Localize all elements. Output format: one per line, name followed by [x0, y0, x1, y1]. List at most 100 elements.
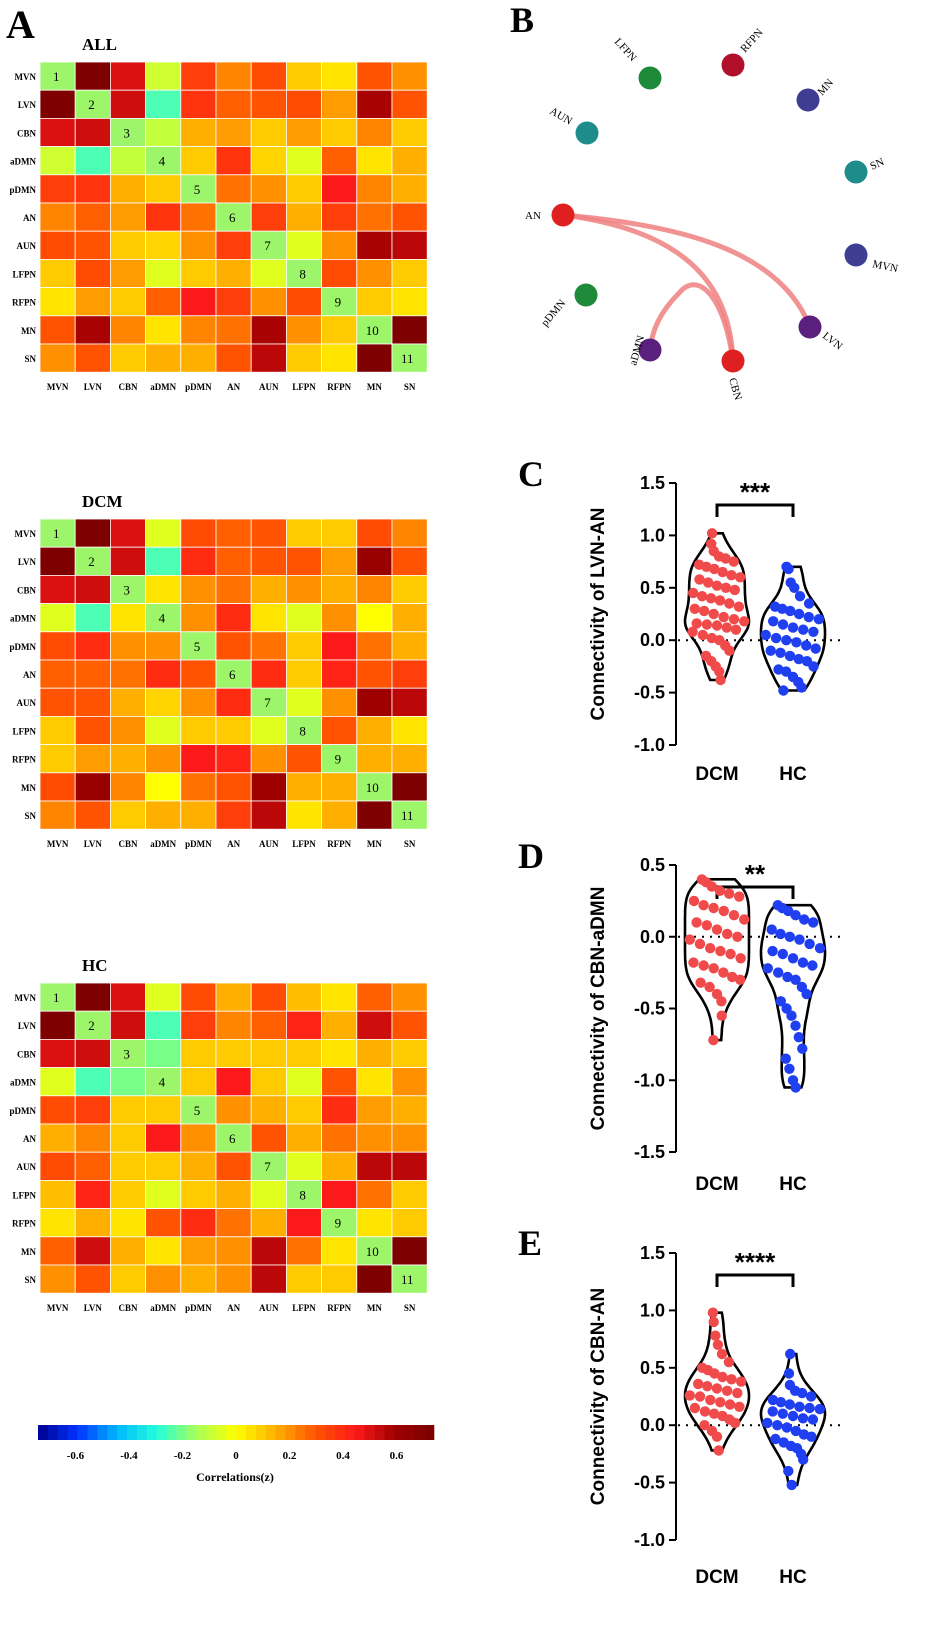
column-label: RFPN — [327, 839, 351, 849]
heatmap-cell — [321, 1067, 358, 1097]
data-point — [736, 1376, 747, 1387]
heatmap-cell — [391, 258, 428, 288]
data-point — [735, 572, 746, 583]
heatmap-cell — [74, 61, 111, 91]
heatmap-cell — [285, 546, 322, 576]
data-point — [728, 556, 739, 567]
heatmap-cell — [215, 1208, 252, 1238]
y-axis-label: Connectivity of LVN-AN — [588, 508, 609, 721]
heatmap-title: ALL — [82, 35, 117, 54]
network-node-label: AN — [525, 210, 541, 222]
heatmap-cell — [250, 659, 287, 689]
heatmap-cell — [180, 287, 217, 317]
data-point — [791, 637, 802, 648]
heatmap-cell — [321, 603, 358, 633]
data-point — [778, 685, 789, 696]
column-label: aDMN — [150, 1303, 176, 1313]
heatmap-cell — [110, 772, 147, 802]
colorbar-segment — [364, 1425, 375, 1440]
heatmap-cell — [39, 603, 76, 633]
heatmap-cell — [215, 772, 252, 802]
row-label: LVN — [18, 1021, 37, 1031]
heatmap-cell — [215, 174, 252, 204]
column-label: CBN — [118, 1303, 138, 1313]
data-point — [775, 647, 786, 658]
data-point — [783, 1368, 795, 1379]
colorbar-tick-label: 0 — [233, 1450, 239, 1462]
heatmap-cell — [356, 287, 393, 317]
x-category-label: DCM — [695, 1567, 738, 1588]
heatmap-cell — [145, 1095, 182, 1125]
data-point — [786, 1010, 797, 1021]
y-tick-label: -1.0 — [634, 735, 665, 755]
data-point — [716, 1348, 728, 1360]
row-label: CBN — [17, 585, 37, 595]
significance-stars: *** — [740, 477, 771, 507]
data-point — [794, 934, 805, 945]
heatmap-all: ALL 1 MVN MVN 2 LVN LVN 3 CBN CBN 4 aDMN aDMN 5 pDMN pD… — [10, 35, 428, 392]
heatmap-cell — [110, 575, 147, 605]
data-point — [794, 591, 806, 602]
data-point — [798, 624, 809, 635]
heatmap-cell — [145, 1180, 182, 1210]
heatmap-cell — [391, 118, 428, 148]
data-point — [810, 643, 821, 654]
heatmap-cell — [285, 174, 322, 204]
heatmap-cell — [145, 1010, 182, 1040]
data-point — [706, 881, 717, 892]
row-label: AUN — [17, 1162, 37, 1172]
heatmap-cell — [356, 518, 393, 548]
heatmap-cell — [145, 1208, 182, 1238]
data-point — [698, 900, 709, 911]
data-point — [796, 682, 807, 693]
heatmap-cell — [74, 1264, 111, 1294]
heatmap-cell — [215, 1236, 252, 1266]
network-node — [721, 349, 745, 373]
colorbar-segment — [344, 1425, 356, 1440]
heatmap-cell — [250, 631, 287, 661]
heatmap-cell — [39, 659, 76, 689]
heatmap-cell — [39, 744, 76, 774]
heatmap-cell — [391, 716, 428, 746]
diagonal-label: 9 — [335, 1216, 342, 1231]
diagonal-label: 5 — [194, 182, 201, 197]
y-tick-label: -0.5 — [634, 1473, 665, 1493]
heatmap-cell — [391, 287, 428, 317]
data-point — [790, 974, 801, 985]
heatmap-cell — [215, 518, 252, 548]
heatmap-cell — [250, 118, 287, 148]
row-label: AUN — [17, 241, 37, 251]
heatmap-cell — [391, 631, 428, 661]
data-point — [716, 1010, 727, 1021]
colorbar-tick-label: 0.4 — [336, 1450, 350, 1462]
colorbar-segment — [226, 1425, 237, 1440]
significance-bracket — [715, 503, 795, 517]
violin-panel-d: 0.5 0.0 -0.5 -1.0 -1.5 Connectivity of CBN-aD… — [588, 855, 845, 1195]
heatmap-cell — [285, 744, 322, 774]
heatmap-cell — [356, 575, 393, 605]
data-point — [715, 1397, 726, 1408]
network-node-label: MN — [815, 77, 836, 98]
data-point — [733, 601, 745, 612]
data-point — [705, 943, 716, 954]
heatmap-cell — [285, 1208, 322, 1238]
heatmap-cell — [356, 1039, 393, 1069]
heatmap-cell — [356, 174, 393, 204]
heatmap-cell — [321, 1180, 358, 1210]
heatmap-cell — [145, 315, 182, 345]
data-point — [784, 1063, 795, 1075]
colorbar-segment — [166, 1425, 177, 1440]
heatmap-cell — [110, 315, 147, 345]
heatmap-cell — [39, 1010, 76, 1040]
heatmap-cell — [39, 1067, 76, 1097]
heatmap-cell — [321, 1208, 358, 1238]
column-label: pDMN — [185, 382, 212, 392]
data-point — [725, 948, 736, 960]
heatmap-cell — [356, 202, 393, 232]
data-point — [712, 1339, 724, 1351]
heatmap-cell — [285, 146, 322, 176]
row-label: RFPN — [12, 1219, 36, 1229]
data-point — [720, 553, 731, 564]
heatmap-cell — [321, 1010, 358, 1040]
data-point — [787, 622, 799, 633]
